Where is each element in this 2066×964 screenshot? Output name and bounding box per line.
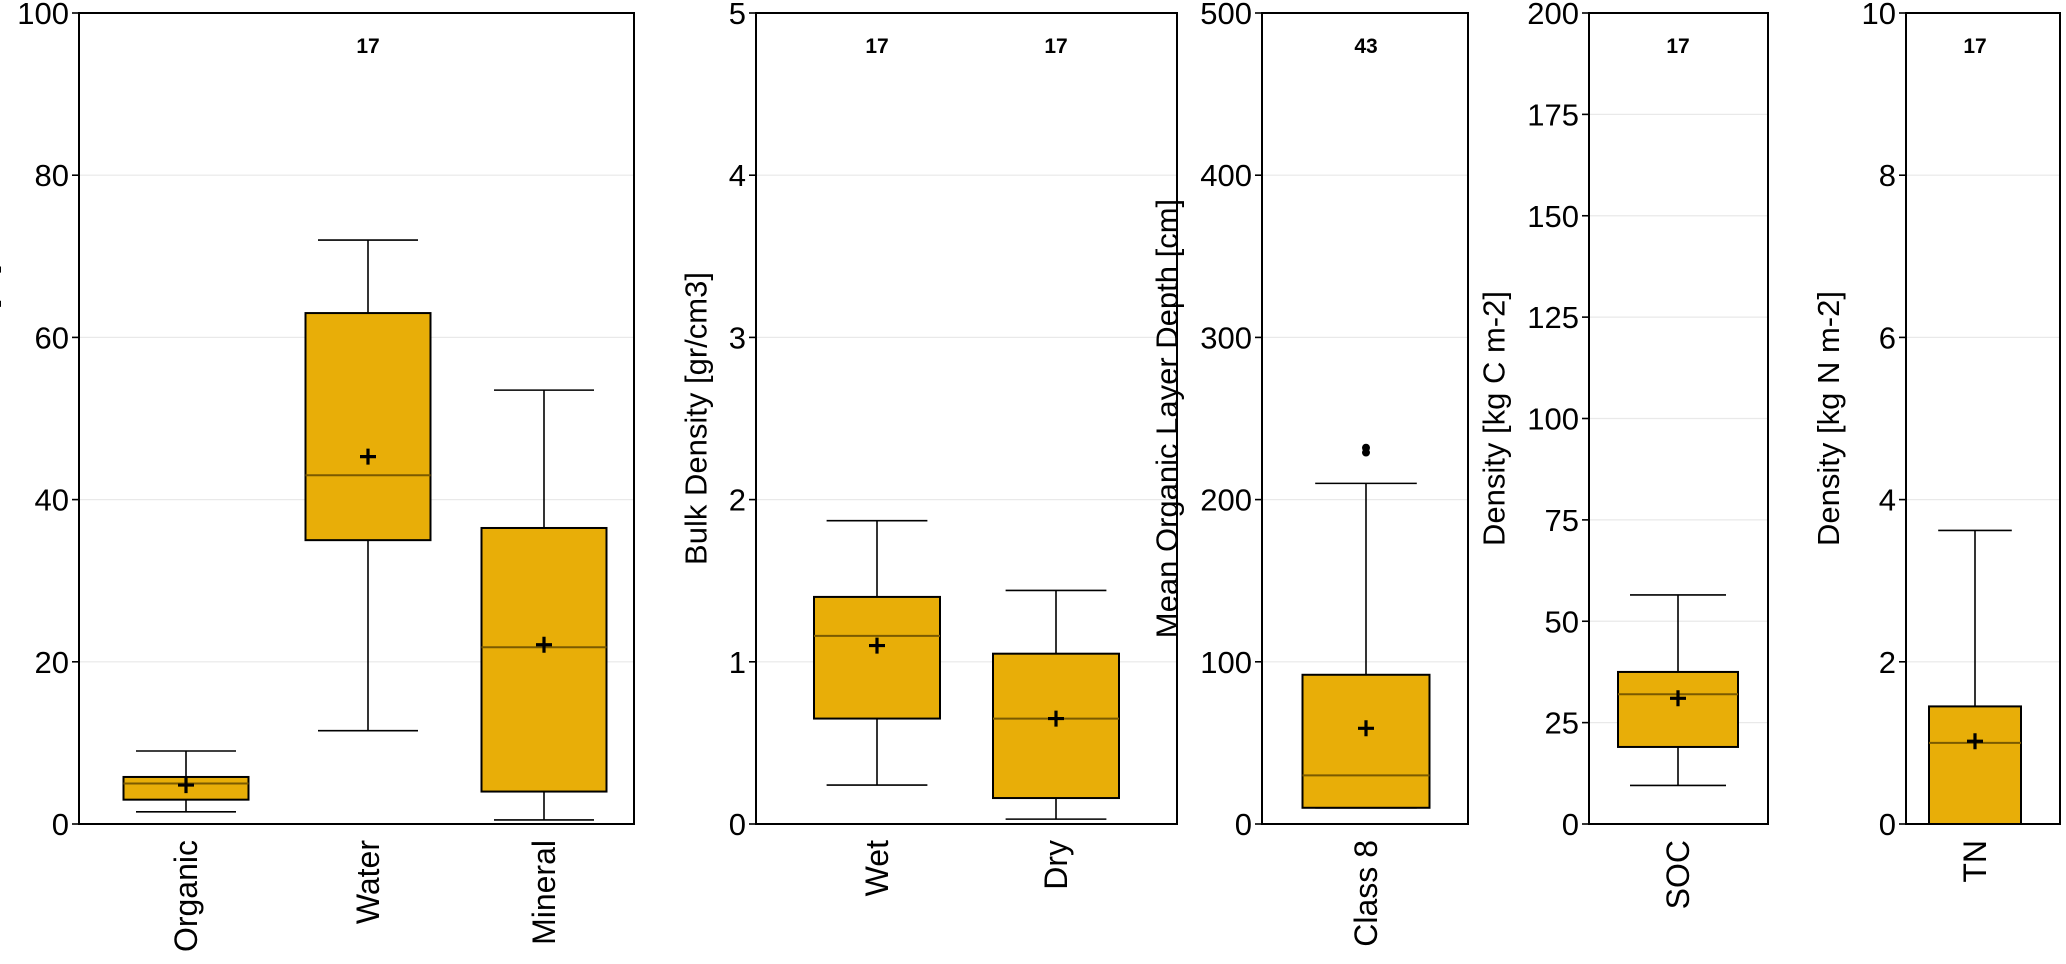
y-tick-label: 40 [35,483,69,518]
box-iqr [304,312,432,542]
sample-count-label: 17 [865,35,888,58]
mean-marker [1358,720,1374,737]
box-iqr [1928,705,2022,826]
y-tick-label: 4 [729,158,746,193]
y-tick-label: 60 [35,320,69,355]
mean-marker [1048,710,1064,727]
y-tick-label: 2 [1879,645,1896,680]
sample-count-label: 43 [1354,35,1377,58]
plot-frame [1905,12,2061,825]
sample-count-label: 17 [356,35,379,58]
box-iqr [813,595,941,720]
mean-marker [1967,733,1983,750]
y-tick-label: 100 [1527,402,1579,437]
y-tick-label: 25 [1545,706,1579,741]
y-tick-label: 100 [17,0,69,31]
category-label: Water [350,840,386,925]
mean-marker [869,637,885,654]
category-label: Mineral [526,840,562,945]
y-tick-label: 5 [729,0,746,31]
y-tick-label: 400 [1200,158,1252,193]
y-tick-label: 0 [52,807,69,842]
y-tick-label: 50 [1545,604,1579,639]
y-tick-label: 200 [1200,483,1252,518]
y-tick-label: 300 [1200,320,1252,355]
y-axis-title: Mean Organic Layer Depth [cm] [1150,199,1185,638]
box-iqr [1617,670,1739,748]
y-tick-label: 8 [1879,158,1896,193]
sample-count-label: 17 [1044,35,1067,58]
category-label: Class 8 [1348,840,1384,947]
y-tick-label: 20 [35,645,69,680]
y-tick-label: 6 [1879,320,1896,355]
sample-count-label: 17 [1666,35,1689,58]
y-axis-title: Bulk Density [gr/cm3] [679,272,714,565]
plot-frame [1261,12,1469,825]
category-label: Wet [859,840,895,896]
mean-marker [536,636,552,653]
y-tick-label: 2 [729,483,746,518]
y-tick-label: 0 [1235,807,1252,842]
y-tick-label: 150 [1527,199,1579,234]
mean-marker [1670,690,1686,707]
outlier-point [1362,443,1370,452]
mean-marker [178,777,194,794]
y-tick-label: 75 [1545,503,1579,538]
y-tick-label: 100 [1200,645,1252,680]
y-axis-title: Volumetric content [%] [0,264,2,572]
y-tick-label: 0 [729,807,746,842]
box-iqr [1301,673,1431,809]
y-tick-label: 80 [35,158,69,193]
category-label: Organic [168,840,204,952]
category-label: SOC [1660,840,1696,909]
y-tick-label: 10 [1862,0,1896,31]
y-tick-label: 125 [1527,300,1579,335]
plot-frame [78,12,635,825]
y-tick-label: 4 [1879,483,1896,518]
box-iqr [480,526,608,793]
mean-marker [360,448,376,465]
y-tick-label: 0 [1879,807,1896,842]
y-tick-label: 200 [1527,0,1579,31]
y-tick-label: 0 [1562,807,1579,842]
y-tick-label: 175 [1527,97,1579,132]
y-tick-label: 1 [729,645,746,680]
y-tick-label: 3 [729,320,746,355]
y-axis-title: Density [kg N m-2] [1811,291,1846,546]
sample-count-label: 17 [1963,35,1986,58]
y-axis-title: Density [kg C m-2] [1477,291,1512,546]
category-label: Dry [1038,840,1074,890]
y-tick-label: 500 [1200,0,1252,31]
plot-frame [755,12,1178,825]
category-label: TN [1957,840,1993,883]
